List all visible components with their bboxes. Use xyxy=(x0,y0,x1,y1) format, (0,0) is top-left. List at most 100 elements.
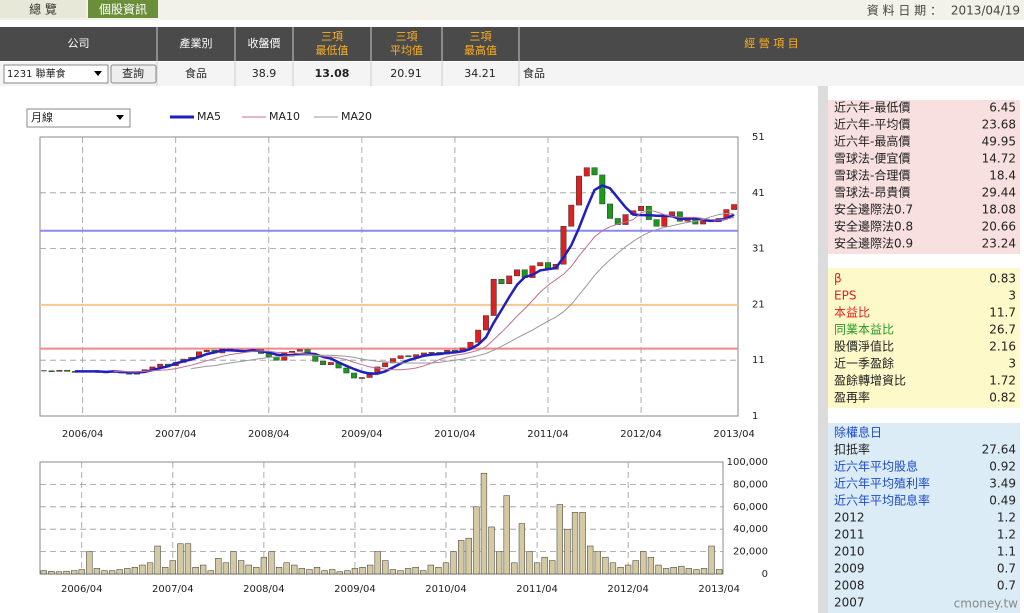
panel-value: 6.45 xyxy=(989,101,1016,115)
panel-value: 0.7 xyxy=(997,562,1016,576)
y-tick-label: 0 xyxy=(762,569,768,580)
panel-label: 2007 xyxy=(834,596,865,610)
cell: 食品 xyxy=(185,66,207,80)
volume-bar xyxy=(526,551,533,575)
volume-bar xyxy=(495,551,503,575)
panel-label: 2012 xyxy=(834,511,865,525)
panel-label: 股價淨值比 xyxy=(834,339,894,354)
volume-bar xyxy=(579,512,586,575)
cell: 38.9 xyxy=(252,67,277,80)
volume-bar xyxy=(298,568,305,575)
volume-bar xyxy=(40,570,47,575)
candle xyxy=(645,205,652,220)
panel-value: 0.49 xyxy=(989,494,1016,508)
candle xyxy=(591,167,598,176)
volume-bar xyxy=(647,556,655,575)
panel-label: 近六年平均殖利率 xyxy=(834,476,930,491)
legend-label: MA20 xyxy=(341,110,372,123)
panel-label: 2010 xyxy=(834,545,865,559)
x-tick-label: 2010/04 xyxy=(434,429,476,440)
y-tick-label: 41 xyxy=(752,188,765,199)
volume-bar xyxy=(192,567,199,575)
candle xyxy=(622,214,629,225)
candle xyxy=(203,349,210,353)
candle xyxy=(599,174,606,205)
volume-bar xyxy=(632,560,639,575)
volume-bar xyxy=(63,570,70,575)
volume-bar xyxy=(329,569,336,575)
panel-label: 2009 xyxy=(834,562,865,576)
volume-bar xyxy=(533,562,541,575)
volume-bar xyxy=(351,568,359,575)
header-label: 收盤價 xyxy=(248,36,281,50)
panel-label: 近一季盈餘 xyxy=(834,356,894,371)
ma-line xyxy=(113,209,735,373)
cell: 34.21 xyxy=(464,67,496,80)
volume-bar xyxy=(154,545,161,575)
volume-bar xyxy=(116,569,123,575)
y-tick-label: 80,000 xyxy=(733,479,768,490)
period-select[interactable] xyxy=(26,108,131,128)
stock-select[interactable] xyxy=(3,64,109,84)
legend-label: MA5 xyxy=(197,110,221,123)
panel-value: 1.1 xyxy=(997,545,1016,559)
volume-bar xyxy=(215,558,222,575)
panel-label: 近六年平均股息 xyxy=(834,459,918,474)
tab[interactable] xyxy=(0,0,86,18)
y-tick-label: 20,000 xyxy=(733,547,768,558)
divider xyxy=(818,86,828,613)
query-button[interactable] xyxy=(110,64,157,84)
tab-label[interactable]: 個股資訊 xyxy=(99,2,147,17)
panel-value: 14.72 xyxy=(982,152,1016,166)
volume-bar xyxy=(124,568,131,575)
y-tick-label: 60,000 xyxy=(733,502,768,513)
header-label: 平均值 xyxy=(390,44,423,57)
tab-label[interactable]: 總 覽 xyxy=(29,2,57,17)
period-select-text[interactable]: 月線 xyxy=(31,110,53,124)
volume-bar xyxy=(670,567,677,575)
panel-value: 18.08 xyxy=(982,203,1016,217)
candle xyxy=(498,279,505,285)
panel-label: EPS xyxy=(834,289,856,303)
candle xyxy=(296,349,303,352)
panel-label: 近六年平均配息率 xyxy=(834,493,930,508)
panel-bg xyxy=(828,423,1020,613)
volume-bar xyxy=(321,570,328,575)
panel-label: 2008 xyxy=(834,579,865,593)
date-label: 資 料 日 期 ： xyxy=(867,4,942,18)
panel-value: 0.83 xyxy=(989,272,1016,286)
x-tick-label: 2008/04 xyxy=(248,429,290,440)
tab-active[interactable] xyxy=(88,0,158,18)
x-tick-label: 2011/04 xyxy=(516,584,558,595)
y-tick-label: 11 xyxy=(752,355,765,366)
query-button-label[interactable]: 查詢 xyxy=(122,66,144,80)
panel-label: 安全邊際法0.8 xyxy=(834,219,913,234)
panel-value: 1.2 xyxy=(997,511,1016,525)
volume-bar xyxy=(359,567,366,575)
volume-bar xyxy=(564,528,571,575)
volume-bar xyxy=(473,506,480,575)
candle xyxy=(475,329,482,343)
ma-line xyxy=(74,184,735,375)
volume-bar xyxy=(397,570,404,575)
header-label: 三項 xyxy=(396,30,418,43)
volume-bar xyxy=(260,556,268,575)
volume-bar xyxy=(101,570,108,575)
candle xyxy=(576,175,582,206)
panel-label: 同業本益比 xyxy=(834,323,894,337)
volume-bar xyxy=(427,564,434,575)
volume-bar xyxy=(700,568,708,575)
stock-select-text[interactable]: 1231 聯華食 xyxy=(7,67,66,80)
candle xyxy=(614,218,621,225)
cell: 20.91 xyxy=(390,67,422,80)
volume-bar xyxy=(465,537,472,575)
y-tick-label: 1 xyxy=(752,411,758,422)
panel-value: 1.72 xyxy=(989,374,1016,388)
volume-bar xyxy=(556,504,563,575)
volume-bar xyxy=(609,562,617,575)
panel-label: 雪球法-合理價 xyxy=(834,168,910,183)
volume-bar xyxy=(245,564,252,575)
volume-bar xyxy=(336,571,343,575)
volume-bar xyxy=(458,540,465,575)
volume-bar xyxy=(344,570,351,575)
